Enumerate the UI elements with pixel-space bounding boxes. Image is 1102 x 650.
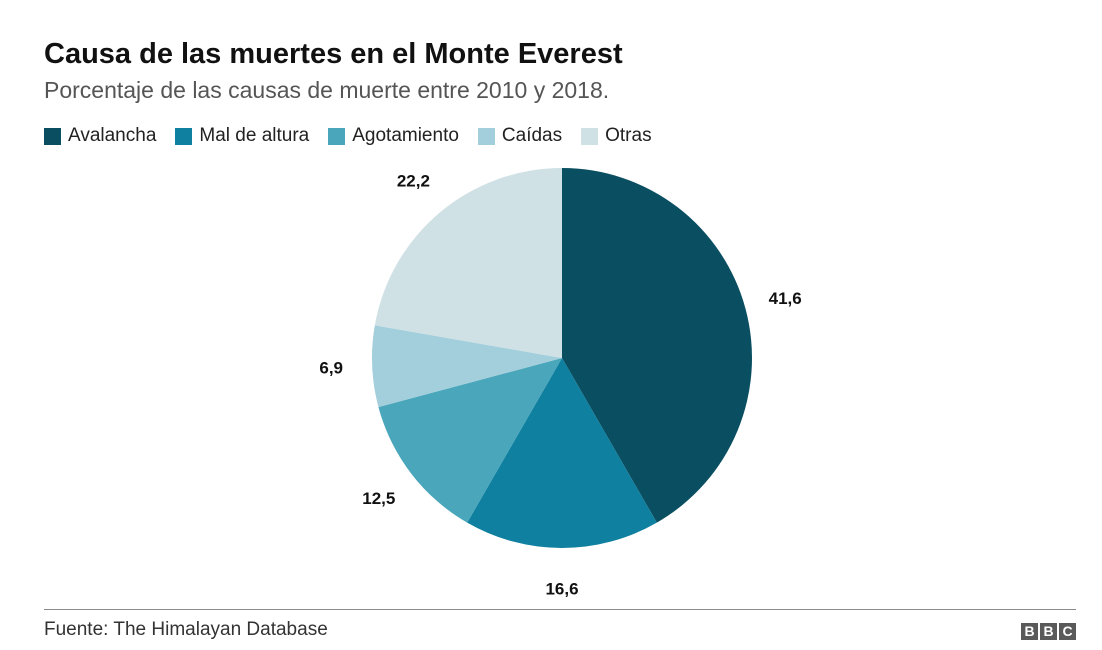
- slice-value-label: 41,6: [769, 289, 802, 308]
- chart-title: Causa de las muertes en el Monte Everest: [44, 38, 623, 70]
- pie-slice-mal-de-altura: [467, 358, 657, 548]
- bbc-logo: B B C: [1021, 623, 1076, 640]
- bbc-logo-letter: B: [1021, 623, 1038, 640]
- legend-label: Mal de altura: [199, 125, 310, 146]
- legend-item-caidas: Caídas: [477, 125, 563, 147]
- chart-subtitle: Porcentaje de las causas de muerte entre…: [44, 77, 610, 103]
- legend-item-mal-de-altura: Mal de altura: [175, 125, 309, 147]
- slice-value-label: 12,5: [362, 489, 395, 508]
- legend-label: Otras: [605, 125, 652, 146]
- chart-legend: Avalancha Mal de altura Agotamiento Caíd…: [44, 124, 671, 148]
- source-note: Fuente: The Himalayan Database: [44, 619, 328, 640]
- legend-label: Avalancha: [68, 125, 157, 146]
- legend-item-otras: Otras: [581, 125, 652, 147]
- pie-slice-avalancha: [562, 168, 752, 523]
- pie-slice-otras: [374, 168, 562, 358]
- slice-value-label: 6,9: [319, 359, 343, 378]
- slice-value-label: 16,6: [545, 580, 578, 599]
- legend-item-avalancha: Avalancha: [44, 125, 156, 147]
- legend-swatch: [328, 127, 346, 145]
- legend-item-agotamiento: Agotamiento: [328, 125, 459, 147]
- footer-divider: [44, 609, 1076, 610]
- pie-slice-caidas: [372, 325, 562, 408]
- pie-chart: 41,6 16,6 12,5 6,9 22,2: [319, 168, 802, 599]
- bbc-logo-letter: B: [1040, 623, 1057, 640]
- pie-slice-agotamiento: [378, 358, 562, 523]
- legend-label: Agotamiento: [352, 125, 459, 146]
- legend-swatch: [477, 127, 495, 145]
- bbc-logo-letter: C: [1059, 623, 1076, 640]
- legend-swatch: [581, 127, 599, 145]
- slice-value-label: 22,2: [397, 172, 430, 191]
- legend-label: Caídas: [501, 125, 563, 146]
- legend-swatch: [175, 127, 193, 145]
- legend-swatch: [44, 127, 61, 145]
